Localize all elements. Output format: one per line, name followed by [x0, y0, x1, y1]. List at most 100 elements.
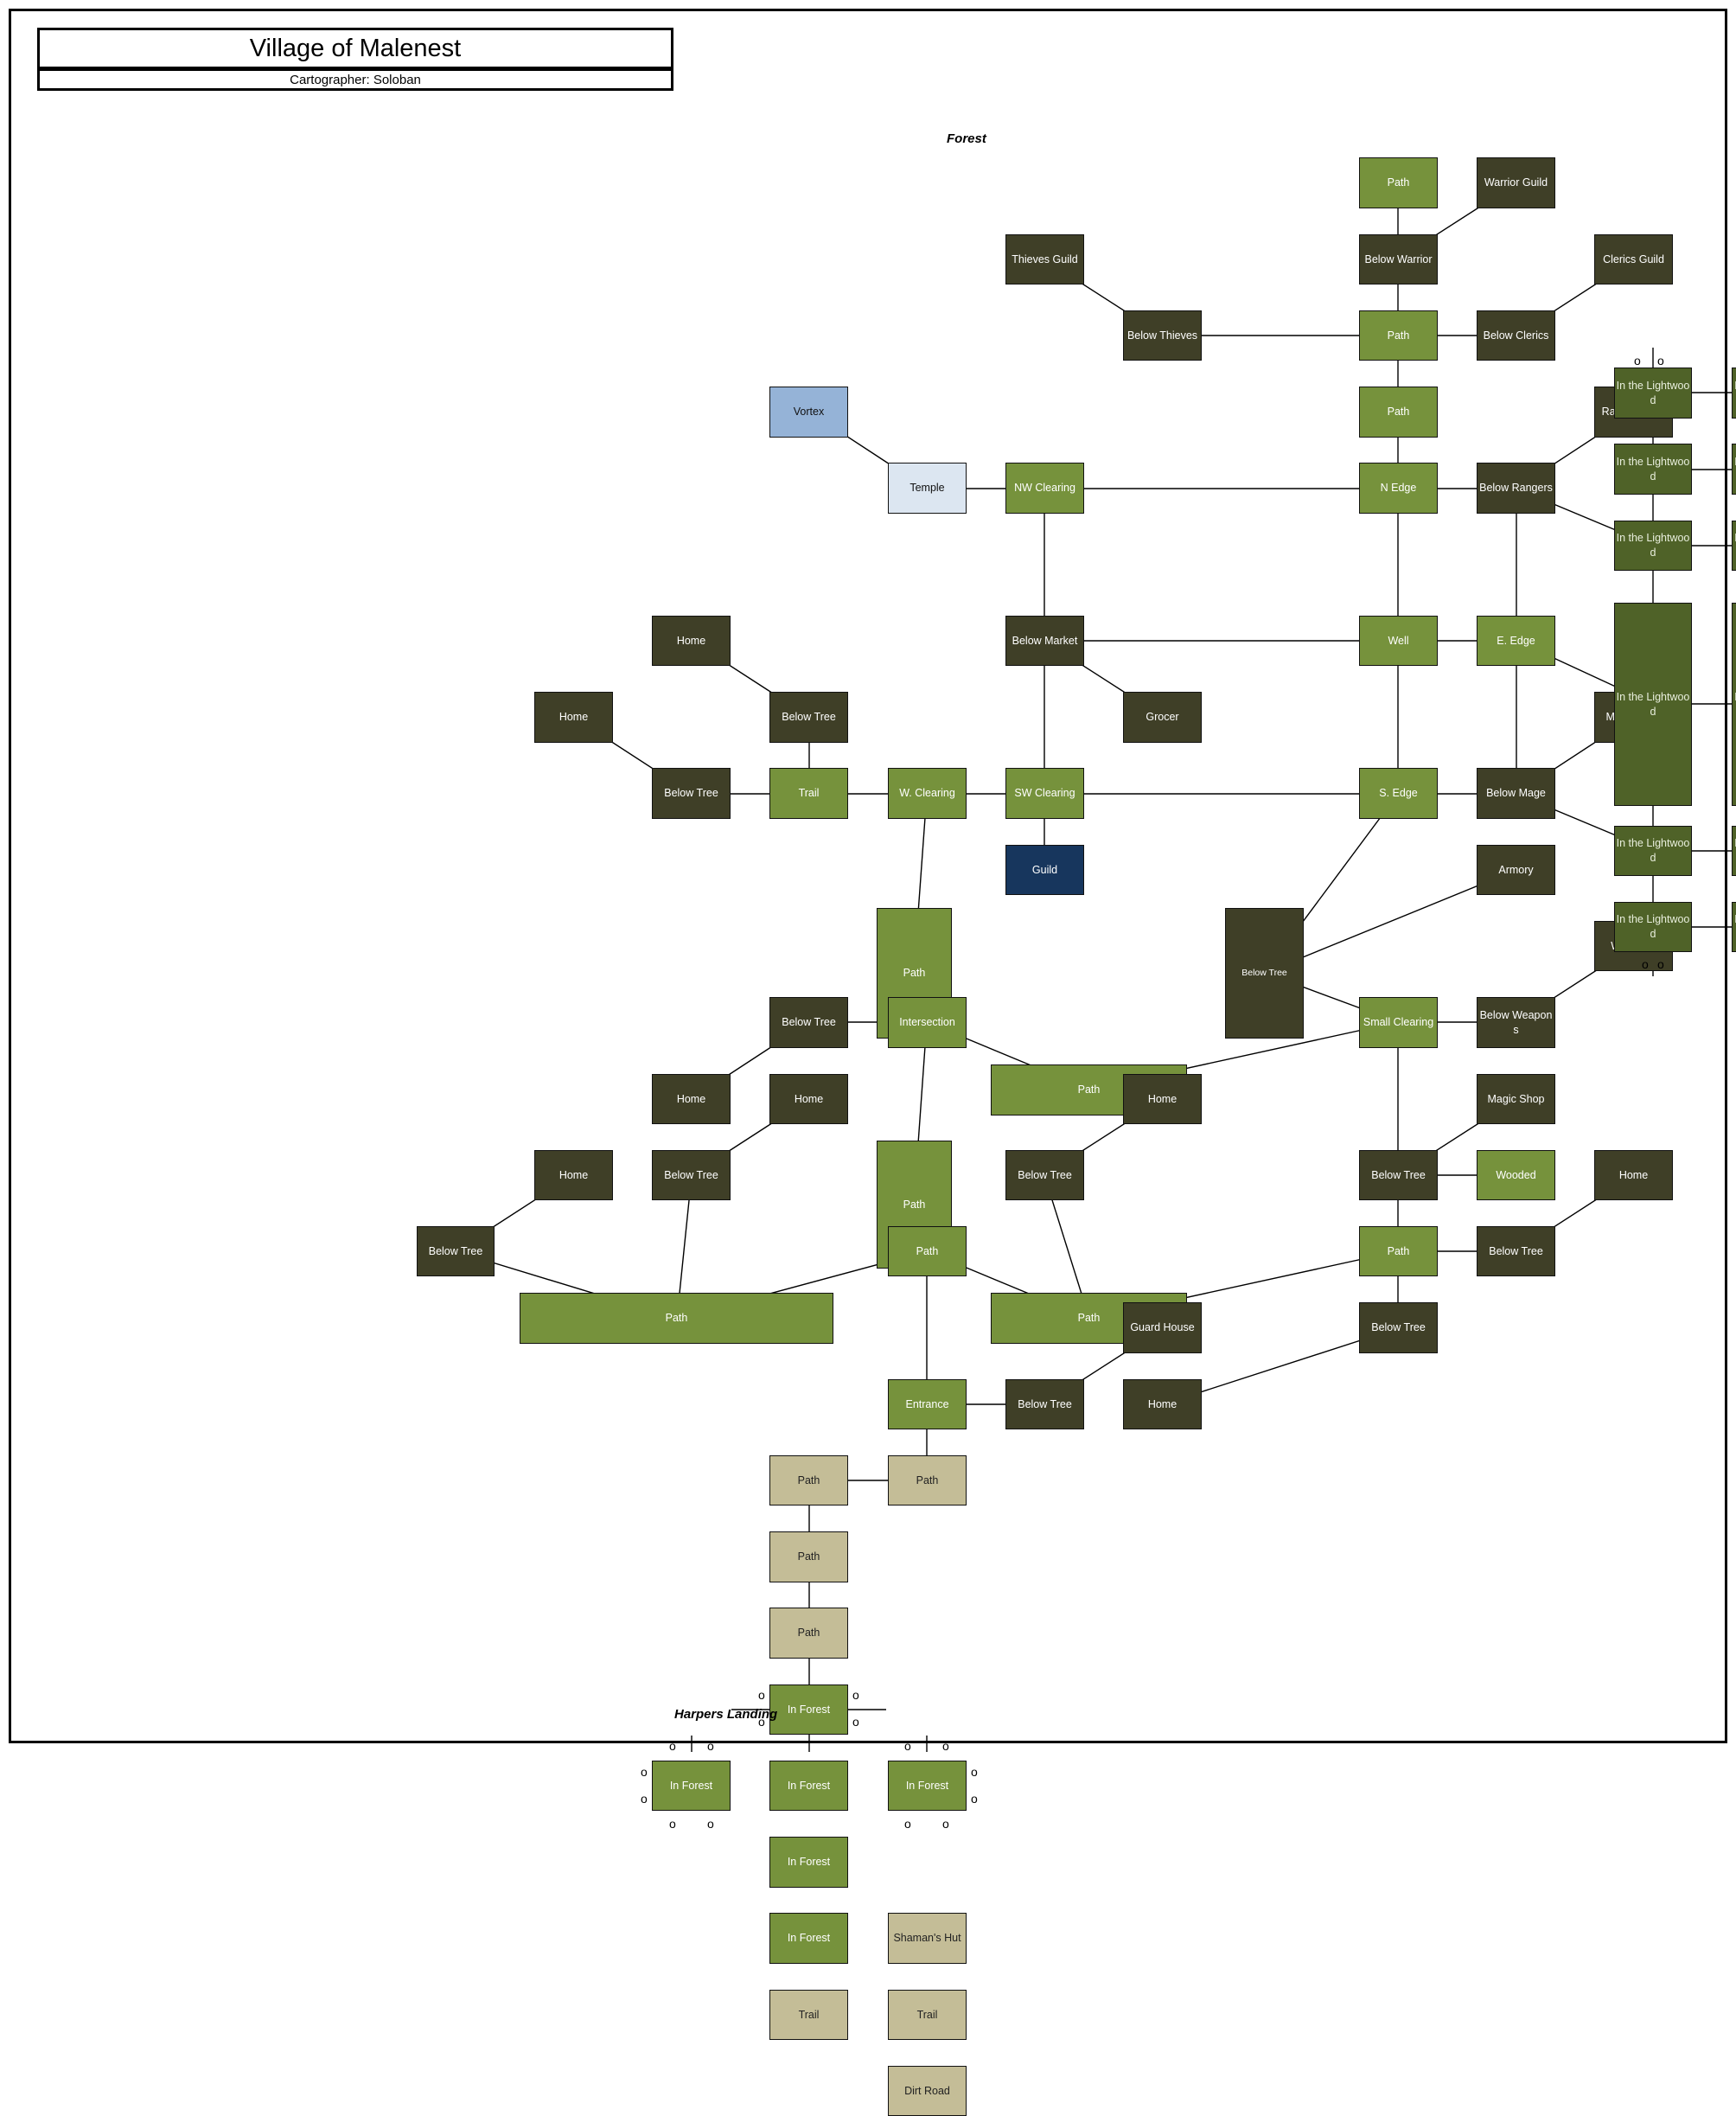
room-lightwood-1-0: In the Lightwood [1614, 444, 1692, 495]
room-below-tree-armory: Below Tree [1225, 908, 1304, 1039]
room-below-clerics: Below Clerics [1477, 310, 1555, 361]
title-block: Village of Malenest Cartographer: Soloba… [37, 28, 673, 92]
room-below-tree-7: Below Tree [417, 1226, 495, 1276]
room-home-8: Home [1123, 1379, 1202, 1429]
exit-label-forest: Forest [947, 131, 986, 146]
room-path-center: Path [888, 1226, 967, 1276]
room-below-thieves: Below Thieves [1123, 310, 1202, 361]
exit-marker-icon: o [942, 1817, 949, 1831]
room-in-forest-4: In Forest [769, 1913, 848, 1964]
room-path-top: Path [1359, 157, 1438, 208]
room-trail-s-1: Trail [769, 1990, 848, 2040]
room-below-market: Below Market [1005, 616, 1084, 666]
room-lightwood-2-1: In the Lightwood [1732, 521, 1736, 571]
room-in-forest-w: In Forest [652, 1761, 731, 1811]
room-well: Well [1359, 616, 1438, 666]
room-magic-shop: Magic Shop [1477, 1074, 1555, 1124]
exit-marker-icon: o [641, 1765, 648, 1779]
room-path-mid: Path [1359, 310, 1438, 361]
cartographer-credit: Cartographer: Soloban [37, 68, 673, 91]
room-home-1: Home [652, 616, 731, 666]
room-lightwood-0-1: In the Lightwood [1732, 368, 1736, 419]
room-trail-s-2: Trail [888, 1990, 967, 2040]
exit-marker-icon: o [1642, 957, 1649, 971]
room-home-5: Home [1123, 1074, 1202, 1124]
exit-marker-icon: o [758, 1715, 765, 1729]
room-in-forest-3: In Forest [769, 1837, 848, 1888]
connection-line [1162, 1327, 1399, 1405]
exit-marker-icon: o [942, 1739, 949, 1753]
room-below-tree-1: Below Tree [769, 692, 848, 743]
room-lightwood-3-1: In the Lightwood [1732, 603, 1736, 806]
room-vortex: Vortex [769, 387, 848, 438]
room-lightwood-2-0: In the Lightwood [1614, 521, 1692, 571]
exit-marker-icon: o [707, 1739, 714, 1753]
exit-marker-icon: o [669, 1817, 676, 1831]
room-grocer: Grocer [1123, 692, 1202, 743]
room-below-warrior: Below Warrior [1359, 234, 1438, 284]
room-path-long-w: Path [520, 1293, 833, 1344]
room-intersection: Intersection [888, 997, 967, 1048]
exit-marker-icon: o [852, 1688, 859, 1702]
exit-marker-icon: o [971, 1792, 978, 1806]
room-trail-path-1: Path [769, 1455, 848, 1505]
room-trail-path-4: Path [769, 1608, 848, 1659]
room-n-edge: N Edge [1359, 463, 1438, 514]
connection-line [1264, 869, 1517, 974]
room-path-e: Path [1359, 1226, 1438, 1276]
room-nw-clearing: NW Clearing [1005, 463, 1084, 514]
room-lightwood-4-0: In the Lightwood [1614, 826, 1692, 876]
map-frame [9, 9, 1727, 1743]
room-sw-clearing: SW Clearing [1005, 768, 1084, 819]
room-in-forest-c: In Forest [769, 1761, 848, 1811]
room-armory: Armory [1477, 845, 1555, 895]
room-lightwood-0-0: In the Lightwood [1614, 368, 1692, 419]
room-home-2: Home [534, 692, 613, 743]
room-below-tree-2: Below Tree [652, 768, 731, 819]
exit-marker-icon: o [641, 1792, 648, 1806]
room-lightwood-3-0: In the Lightwood [1614, 603, 1692, 806]
room-wooded: Wooded [1477, 1150, 1555, 1200]
room-home-7: Home [1594, 1150, 1673, 1200]
exit-marker-icon: o [971, 1765, 978, 1779]
room-below-tree-4: Below Tree [652, 1150, 731, 1200]
exit-marker-icon: o [904, 1817, 911, 1831]
room-home-3: Home [652, 1074, 731, 1124]
room-clerics-guild: Clerics Guild [1594, 234, 1673, 284]
room-below-tree-6: Below Tree [1359, 1150, 1438, 1200]
room-thieves-guild: Thieves Guild [1005, 234, 1084, 284]
room-in-forest-e: In Forest [888, 1761, 967, 1811]
exit-marker-icon: o [852, 1715, 859, 1729]
room-s-edge: S. Edge [1359, 768, 1438, 819]
room-temple: Temple [888, 463, 967, 514]
room-shamans-hut: Shaman's Hut [888, 1913, 967, 1964]
room-w-clearing: W. Clearing [888, 768, 967, 819]
room-home-4: Home [769, 1074, 848, 1124]
room-below-tree-3: Below Tree [769, 997, 848, 1048]
room-home-6: Home [534, 1150, 613, 1200]
exit-marker-icon: o [1657, 354, 1664, 368]
room-trail-w: Trail [769, 768, 848, 819]
room-small-clearing: Small Clearing [1359, 997, 1438, 1048]
connection-lines [455, 182, 1736, 1752]
exit-marker-icon: o [758, 1688, 765, 1702]
room-in-forest-1: In Forest [769, 1684, 848, 1735]
exit-label-harpers-landing: Harpers Landing [674, 1707, 778, 1722]
exit-marker-icon: o [669, 1739, 676, 1753]
exit-marker-icon: o [1657, 957, 1664, 971]
room-below-tree-9: Below Tree [1359, 1302, 1438, 1353]
room-lightwood-4-1: In the Lightwood [1732, 826, 1736, 876]
exit-marker-icon: o [904, 1739, 911, 1753]
map-title: Village of Malenest [37, 28, 673, 69]
room-dirt-road: Dirt Road [888, 2066, 967, 2116]
room-entrance: Entrance [888, 1379, 967, 1429]
exit-marker-icon: o [1634, 354, 1641, 368]
room-path-n: Path [1359, 387, 1438, 438]
room-e-edge: E. Edge [1477, 616, 1555, 666]
room-below-tree-5: Below Tree [1005, 1150, 1084, 1200]
exit-marker-icon: o [707, 1817, 714, 1831]
room-warrior-guild: Warrior Guild [1477, 157, 1555, 208]
room-lightwood-1-1: In the Lightwood [1732, 444, 1736, 495]
room-trail-path-3: Path [769, 1531, 848, 1582]
room-below-weapons: Below Weapons [1477, 997, 1555, 1048]
